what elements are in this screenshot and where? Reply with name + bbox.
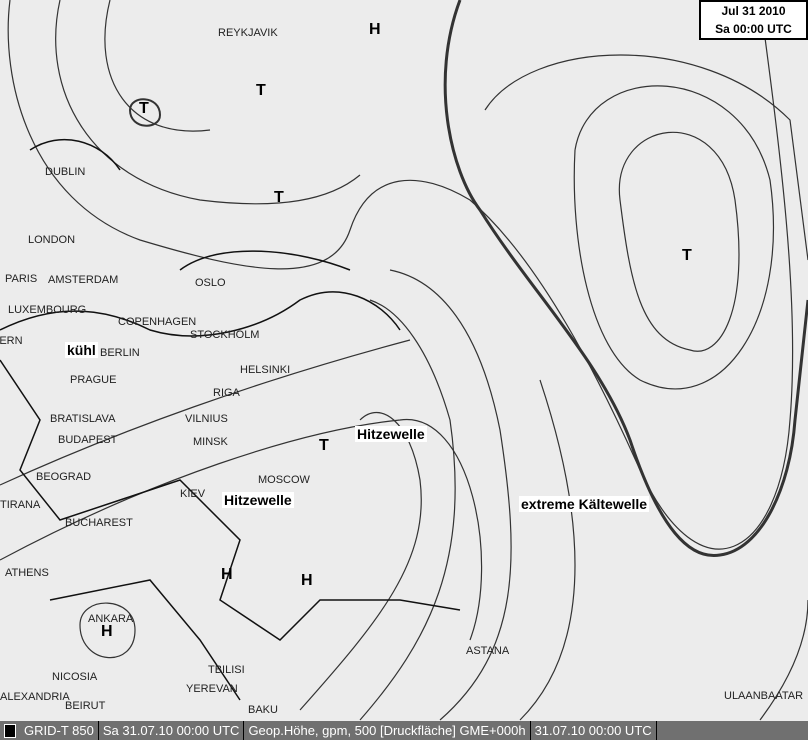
annotation-cold-wave: extreme Kältewelle xyxy=(519,496,650,512)
high-pressure-marker: H xyxy=(301,572,313,589)
contour xyxy=(519,379,576,721)
city-label: ANKARA xyxy=(88,613,134,625)
contour xyxy=(104,0,211,132)
city-label: BUDAPEST xyxy=(58,434,118,446)
contour xyxy=(389,269,512,721)
low-pressure-marker: T xyxy=(319,437,329,454)
city-label: BRATISLAVA xyxy=(50,413,116,425)
city-label: VILNIUS xyxy=(185,413,228,425)
city-label: LUXEMBOURG xyxy=(8,304,87,316)
low-pressure-marker: T xyxy=(274,189,284,206)
city-label: YEREVAN xyxy=(186,683,238,695)
time-label: Sa 00:00 UTC xyxy=(715,22,792,36)
city-label: NICOSIA xyxy=(52,671,98,683)
contour xyxy=(759,599,808,721)
low-pressure-marker: T xyxy=(139,100,149,117)
low-pressure-marker: T xyxy=(256,82,266,99)
city-label: STOCKHOLM xyxy=(190,329,260,341)
date-label: Jul 31 2010 xyxy=(721,4,786,18)
annotation-heatwave: Hitzewelle xyxy=(355,426,427,442)
city-label: AMSTERDAM xyxy=(48,274,119,286)
city-label: BAKU xyxy=(248,704,278,716)
city-label: BEOGRAD xyxy=(36,471,92,483)
city-label: ASTANA xyxy=(466,645,510,657)
contour xyxy=(79,602,136,659)
city-label: RIGA xyxy=(213,387,240,399)
city-label: OSLO xyxy=(195,277,226,289)
city-label: LONDON xyxy=(28,234,76,246)
contour xyxy=(0,339,411,486)
city-label: BUCHAREST xyxy=(65,517,133,529)
high-pressure-marker: H xyxy=(369,21,381,38)
city-label: BERLIN xyxy=(100,347,140,359)
city-label: KIEV xyxy=(180,488,206,500)
city-label: ALEXANDRIA xyxy=(0,691,70,703)
city-label: ULAANBAATAR xyxy=(724,690,804,702)
status-valid-time: Sa 31.07.10 00:00 UTC xyxy=(99,721,245,740)
high-pressure-marker: H xyxy=(221,566,233,583)
city-label: MOSCOW xyxy=(258,474,310,486)
city-label: PARIS xyxy=(5,273,38,285)
contour xyxy=(129,98,162,127)
city-label: COPENHAGEN xyxy=(118,316,197,328)
city-label: DUBLIN xyxy=(45,166,86,178)
city-label: PRAGUE xyxy=(70,374,117,386)
date-box: Jul 31 2010 Sa 00:00 UTC xyxy=(699,0,808,40)
contour-bold xyxy=(443,0,808,558)
status-bar: GRID-T 850 Sa 31.07.10 00:00 UTC Geop.Hö… xyxy=(0,721,808,740)
contour xyxy=(0,419,483,641)
city-label: REYKJAVIK xyxy=(218,27,278,39)
city-label: HELSINKI xyxy=(240,364,291,376)
city-label: MINSK xyxy=(193,436,228,448)
coastline xyxy=(0,138,461,701)
contour xyxy=(7,0,794,550)
status-layer: GRID-T 850 xyxy=(20,721,99,740)
high-pressure-marker: H xyxy=(101,623,113,640)
city-label: BERN xyxy=(0,335,23,347)
contour xyxy=(573,85,775,390)
annotation-heatwave: Hitzewelle xyxy=(222,492,294,508)
city-label: TBILISI xyxy=(208,664,245,676)
city-label: ATHENS xyxy=(5,567,49,579)
status-field: Geop.Höhe, gpm, 500 [Druckfläche] GME+00… xyxy=(244,721,531,740)
city-label: TIRANA xyxy=(0,499,41,511)
low-pressure-marker: T xyxy=(682,247,692,264)
contour xyxy=(618,131,740,352)
annotation-cool: kühl xyxy=(65,342,98,358)
contour xyxy=(359,299,456,721)
contour xyxy=(55,0,361,205)
city-label: BEIRUT xyxy=(65,700,106,712)
status-run-time: 31.07.10 00:00 UTC xyxy=(531,721,657,740)
contour xyxy=(484,54,808,261)
layer-square-icon[interactable] xyxy=(4,724,16,738)
contour xyxy=(299,411,422,711)
